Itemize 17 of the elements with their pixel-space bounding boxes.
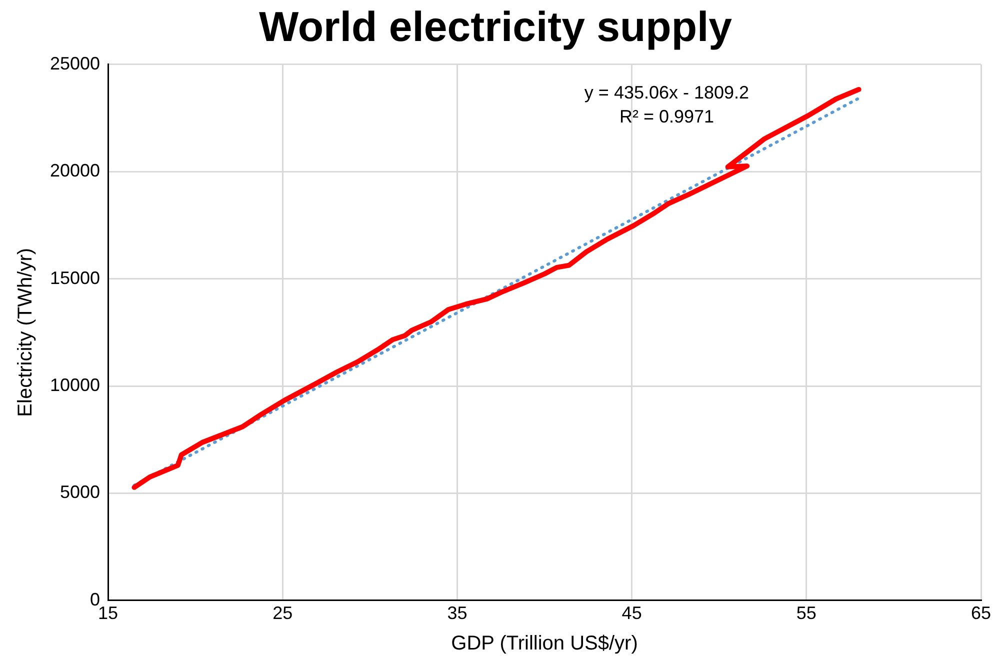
y-axis-title: Electricity (TWh/yr) <box>14 248 37 417</box>
x-tick-label: 15 <box>98 603 118 624</box>
annotation: R² = 0.9971 <box>619 106 714 126</box>
x-tick-label: 45 <box>622 603 642 624</box>
annotation: y = 435.06x - 1809.2 <box>584 82 750 102</box>
y-tick-label: 25000 <box>50 53 100 74</box>
x-tick-label: 55 <box>796 603 816 624</box>
x-tick-label: 25 <box>272 603 293 624</box>
y-tick-label: 20000 <box>50 160 100 181</box>
x-tick-label: 35 <box>447 603 468 624</box>
x-tick-label: 65 <box>970 603 992 624</box>
y-tick-label: 5000 <box>60 482 100 502</box>
x-axis-title: GDP (Trillion US$/yr) <box>451 632 638 655</box>
y-tick-label: 0 <box>90 589 100 610</box>
chart-title: World electricity supply <box>258 2 733 50</box>
y-tick-label: 10000 <box>50 374 100 395</box>
y-tick-label: 15000 <box>50 268 100 288</box>
